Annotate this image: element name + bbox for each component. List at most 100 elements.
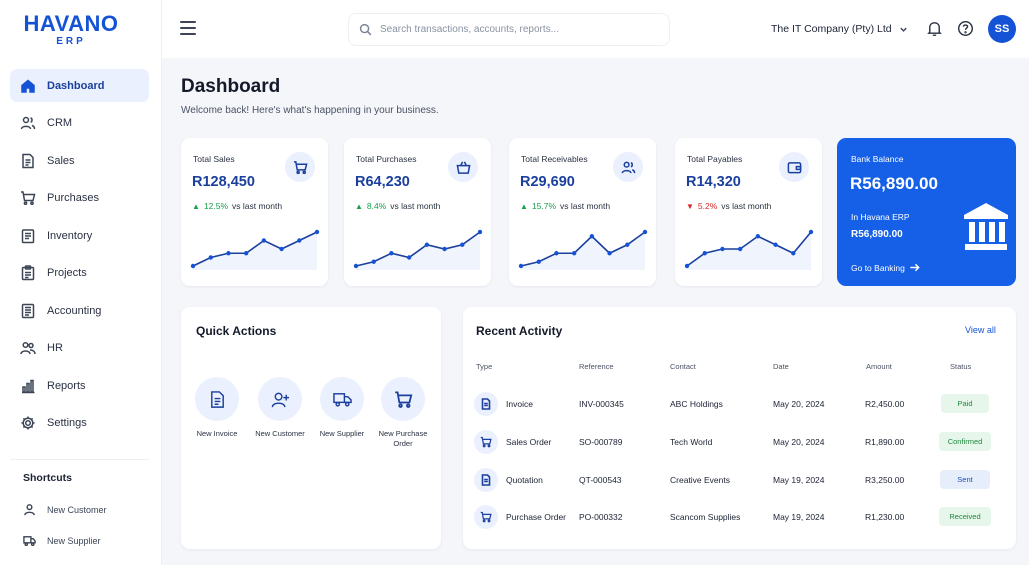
cell-amount: R3,250.00 (865, 475, 905, 485)
sparkline-point (554, 251, 559, 256)
stat-value: R14,320 (686, 174, 741, 190)
quick-action-new-supplier[interactable]: New Supplier (307, 377, 377, 439)
table-row[interactable]: Sales Order SO-000789 Tech World May 20,… (474, 424, 1002, 460)
sparkline-line (520, 231, 646, 267)
sparkline-point (536, 259, 541, 264)
sparkline-point (371, 259, 376, 264)
stat-card-total-payables[interactable]: Total Payables R14,320 ▼ 5.2% vs last mont… (675, 138, 822, 286)
table-row[interactable]: Purchase Order PO-000332 Scancom Supplie… (474, 499, 1002, 535)
cell-date: May 20, 2024 (773, 437, 825, 447)
trend-text: vs last month (232, 201, 283, 211)
trend-percent: 15.7% (531, 201, 557, 211)
stat-card-total-purchases[interactable]: Total Purchases R64,230 ▲ 8.4% vs last mon… (344, 138, 491, 286)
stat-card-total-sales[interactable]: Total Sales R128,450 ▲ 12.5% vs last month (181, 138, 328, 286)
bank-sub-label: In Havana ERP (851, 212, 910, 222)
bank-sub-value: R56,890.00 (851, 229, 903, 240)
logo[interactable]: HAVANO ERP (16, 12, 126, 48)
stat-label: Total Sales (193, 154, 235, 164)
trend-text: vs last month (390, 201, 441, 211)
sparkline-point (389, 251, 394, 256)
cell-reference: PO-000332 (579, 512, 623, 522)
bank-balance-card[interactable]: Bank Balance R56,890.00 In Havana ERP R5… (837, 138, 1016, 286)
company-name: The IT Company (Pty) Ltd (771, 23, 892, 35)
gear-icon (20, 415, 36, 431)
cart-icon (381, 377, 425, 421)
sparkline-point (518, 263, 524, 269)
cell-reference: QT-000543 (579, 475, 622, 485)
cell-reference: SO-000789 (579, 437, 623, 447)
quick-action-label: New Customer (255, 429, 305, 438)
shortcut-new-customer[interactable]: New Customer (10, 494, 149, 525)
sparkline-point (208, 255, 213, 260)
sparkline-point (773, 242, 778, 247)
column-header-contact: Contact (670, 362, 696, 371)
company-selector[interactable]: The IT Company (Pty) Ltd (771, 23, 908, 35)
search-bar[interactable] (348, 13, 670, 46)
clipboard-icon (20, 228, 36, 244)
trend-down-icon: ▼ (686, 201, 694, 211)
quick-action-new-customer[interactable]: New Customer (245, 377, 315, 439)
bell-icon[interactable] (926, 20, 943, 37)
stat-card-total-receivables[interactable]: Total Receivables R29,690 ▲ 15.7% vs last … (509, 138, 656, 286)
table-row[interactable]: Quotation QT-000543 Creative Events May … (474, 462, 1002, 498)
cell-contact: Scancom Supplies (670, 512, 741, 522)
recent-activity-panel (463, 307, 1016, 549)
cell-amount: R1,230.00 (865, 512, 905, 522)
go-to-banking-link[interactable]: Go to Banking (851, 262, 920, 273)
sparkline-line (686, 231, 812, 267)
sidebar-item-reports[interactable]: Reports (10, 369, 149, 402)
sparkline-point (190, 263, 196, 269)
quick-action-new-purchase-order[interactable]: New Purchase Order (368, 377, 438, 449)
sidebar-item-settings[interactable]: Settings (10, 407, 149, 440)
cell-type: Sales Order (506, 437, 552, 447)
document-icon (20, 153, 36, 169)
cart-icon (20, 190, 36, 206)
cart-icon (474, 430, 498, 454)
trend-up-icon: ▲ (520, 201, 528, 211)
quick-action-label: New Supplier (319, 429, 365, 438)
sparkline-line (355, 231, 481, 267)
invoice-icon (474, 392, 498, 416)
sidebar-item-dashboard[interactable]: Dashboard (10, 69, 149, 102)
search-input[interactable] (380, 24, 660, 35)
shortcut-new-supplier[interactable]: New Supplier (10, 525, 149, 556)
avatar[interactable]: SS (988, 15, 1016, 43)
stat-label: Total Receivables (521, 154, 588, 164)
sparkline-area (687, 232, 811, 270)
sparkline-point (477, 229, 483, 235)
menu-toggle-icon[interactable] (180, 21, 196, 35)
sidebar-item-purchases[interactable]: Purchases (10, 182, 149, 215)
sparkline-area (193, 232, 317, 270)
status-badge: Confirmed (939, 432, 991, 451)
sidebar-item-crm[interactable]: CRM (10, 107, 149, 140)
sparkline-point (642, 229, 648, 235)
top-header: The IT Company (Pty) Ltd SS (162, 0, 1029, 58)
cell-type: Quotation (506, 475, 543, 485)
stat-trend: ▼ 5.2% vs last month (686, 201, 771, 211)
quick-action-new-invoice[interactable]: New Invoice (182, 377, 252, 439)
table-row[interactable]: Invoice INV-000345 ABC Holdings May 20, … (474, 386, 1002, 422)
sidebar-item-sales[interactable]: Sales (10, 144, 149, 177)
quick-action-label: New Invoice (196, 429, 238, 438)
sidebar-item-accounting[interactable]: Accounting (10, 294, 149, 327)
invoice-icon (195, 377, 239, 421)
sidebar-item-hr[interactable]: HR (10, 332, 149, 365)
view-all-link[interactable]: View all (965, 325, 996, 335)
clipboard-list-icon (20, 265, 36, 281)
status-badge: Received (939, 507, 991, 526)
recent-activity-title: Recent Activity (476, 324, 563, 338)
sidebar-item-projects[interactable]: Projects (10, 257, 149, 290)
sparkline-chart (353, 229, 483, 270)
add-user-icon (258, 377, 302, 421)
help-icon[interactable] (957, 20, 974, 37)
sparkline-point (261, 238, 267, 243)
page-subtitle: Welcome back! Here's what's happening in… (181, 105, 439, 116)
sparkline-point (625, 242, 630, 247)
shortcuts-title: Shortcuts (23, 472, 73, 484)
column-header-status: Status (950, 362, 972, 371)
sparkline-point (424, 242, 430, 247)
sidebar-item-inventory[interactable]: Inventory (10, 219, 149, 252)
column-header-reference: Reference (579, 362, 614, 371)
sparkline-area (356, 232, 480, 270)
sparkline-point (755, 234, 761, 239)
